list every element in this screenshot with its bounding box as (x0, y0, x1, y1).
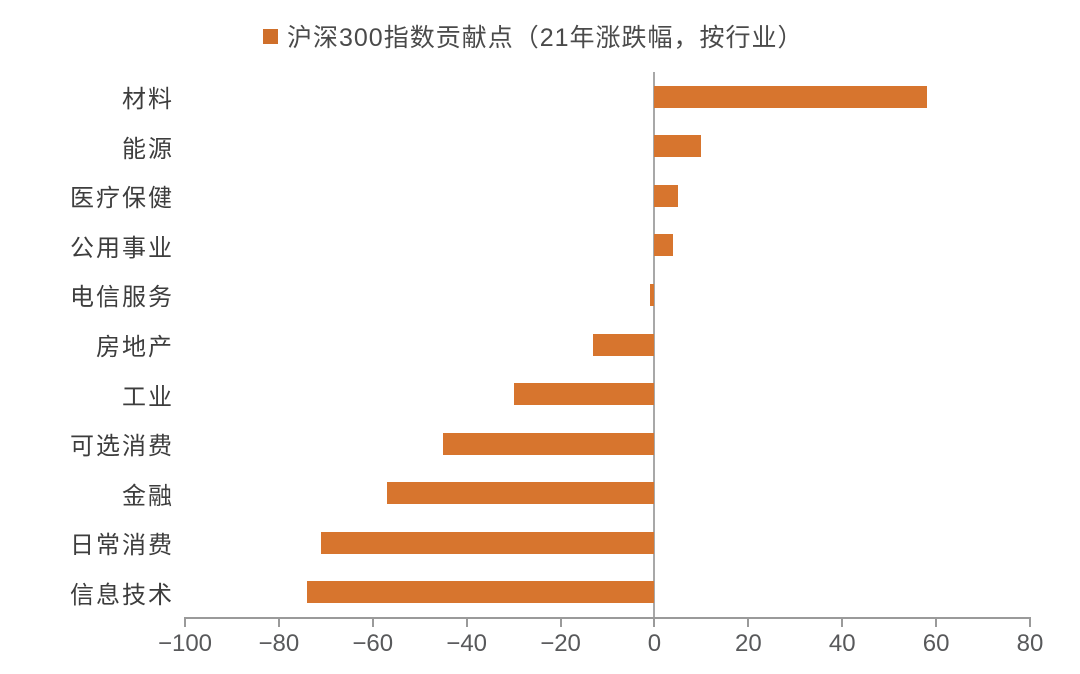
x-axis-tick (841, 617, 844, 627)
x-axis-tick-label: −100 (157, 630, 213, 657)
zero-axis-line (653, 72, 656, 617)
x-axis-tick-label: 20 (734, 630, 762, 657)
category-label: 房地产 (96, 333, 174, 361)
category-label: 金融 (122, 482, 174, 510)
x-axis-tick-label: −20 (540, 630, 581, 657)
x-axis-tick-label: 40 (828, 630, 856, 657)
category-label: 日常消费 (70, 532, 174, 560)
chart-bar (443, 432, 655, 455)
legend-label: 沪深300指数贡献点（21年涨跌幅，按行业） (287, 24, 804, 52)
x-axis-tick (653, 617, 656, 627)
chart-bar (654, 85, 927, 108)
x-axis-tick-label: −40 (446, 630, 488, 657)
chart-bar (321, 531, 655, 554)
x-axis-tick (935, 617, 938, 627)
x-axis-tick-label: 80 (1016, 630, 1044, 657)
chart-bar (386, 482, 655, 505)
category-label: 可选消费 (70, 433, 174, 461)
category-label: 电信服务 (70, 284, 174, 312)
chart-bar (654, 135, 702, 158)
x-axis-tick-label: 0 (647, 630, 662, 657)
x-axis-line (185, 617, 1031, 619)
chart-bar (654, 234, 674, 257)
x-axis-tick (371, 617, 374, 627)
x-axis-tick (184, 617, 186, 627)
chart-legend: 沪深300指数贡献点（21年涨跌幅，按行业） (263, 18, 804, 54)
category-label: 信息技术 (70, 581, 174, 609)
x-axis-tick (559, 617, 562, 627)
x-axis-tick (277, 617, 280, 627)
category-label: 公用事业 (70, 234, 174, 262)
chart-bar (593, 333, 655, 356)
legend-swatch-icon (263, 28, 278, 44)
chart-bar (307, 581, 655, 604)
chart-bar (513, 383, 655, 406)
x-axis-tick-label: −60 (352, 630, 394, 657)
category-label: 能源 (122, 135, 174, 163)
chart-bar (654, 184, 678, 207)
category-label: 材料 (122, 86, 174, 114)
x-axis-tick-label: −80 (258, 630, 300, 657)
chart-bar (649, 283, 655, 306)
x-axis-tick (747, 617, 750, 627)
x-axis-tick (1029, 617, 1031, 627)
plot-area (185, 72, 1030, 617)
x-axis-tick-label: 60 (922, 630, 950, 657)
x-axis-tick (465, 617, 468, 627)
category-label: 工业 (122, 383, 174, 411)
category-label: 医疗保健 (70, 185, 174, 213)
